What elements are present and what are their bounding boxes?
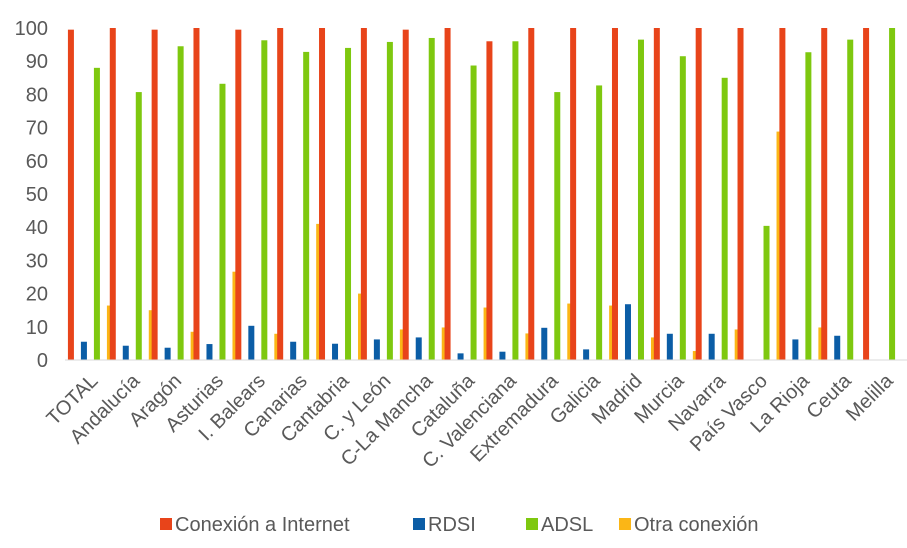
bar [834,335,841,360]
bar [261,40,268,360]
y-tick-label: 40 [26,217,48,239]
bar [319,28,326,360]
bar [80,341,87,360]
bar [611,28,618,360]
bar [486,41,493,360]
bar [444,28,451,360]
bar [512,41,519,360]
bar [596,85,603,360]
bar [637,39,644,361]
bar [695,28,702,360]
bar [499,351,506,360]
bar [821,28,828,360]
bar [889,28,896,360]
bar [67,29,74,360]
legend-label: RDSI [428,514,476,536]
bar [679,56,686,360]
bar [470,65,477,361]
y-tick-label: 70 [26,118,48,140]
bar [528,28,535,360]
bar [583,349,590,360]
bar [666,333,673,360]
x-tick-label: Melilla [842,369,898,425]
bar [345,47,352,361]
bar [457,353,464,360]
bar [779,28,786,360]
legend-label: Conexión a Internet [175,514,350,536]
bar [135,92,142,360]
legend-swatch [619,518,631,530]
bar [415,337,422,360]
bars [67,28,896,361]
bar [428,37,435,361]
bar [290,341,297,360]
bar [763,225,770,360]
bar [541,327,548,360]
bar [219,83,226,360]
bar [109,28,116,360]
bar [277,28,284,360]
bar [248,325,255,360]
y-tick-label: 10 [26,317,48,339]
legend-swatch [526,518,538,530]
bar [624,304,631,360]
y-tick-label: 60 [26,151,48,173]
legend-swatch [160,518,172,530]
bar [122,345,129,360]
bar [303,51,310,361]
y-axis: 0 10 20 30 40 50 60 70 80 90 100 [15,18,48,372]
legend-swatch [413,518,425,530]
bar [177,46,184,360]
bar [708,333,715,360]
legend-label: Otra conexión [634,514,759,536]
bar [164,347,171,360]
bar [863,28,870,360]
bar [151,29,158,360]
bar [360,28,367,360]
bar [373,339,380,360]
y-tick-label: 50 [26,184,48,206]
y-tick-label: 30 [26,250,48,272]
bar [402,29,409,360]
bar [805,52,812,361]
bar [653,28,660,360]
y-tick-label: 100 [15,18,48,40]
bar [721,77,728,361]
bar [792,339,799,360]
bar [193,28,200,360]
bar [93,67,100,360]
y-tick-label: 80 [26,84,48,106]
legend: Conexión a Internet RDSI ADSL Otra conexión [160,514,759,536]
bar [206,344,213,360]
legend-label: ADSL [541,514,593,536]
y-tick-label: 90 [26,51,48,73]
bar [737,28,744,360]
y-tick-label: 0 [37,350,48,372]
bar [570,28,577,360]
bar [386,41,393,360]
bar [847,39,854,361]
bar [554,92,561,360]
bar [235,29,242,360]
bar [332,343,339,360]
y-tick-label: 20 [26,284,48,306]
